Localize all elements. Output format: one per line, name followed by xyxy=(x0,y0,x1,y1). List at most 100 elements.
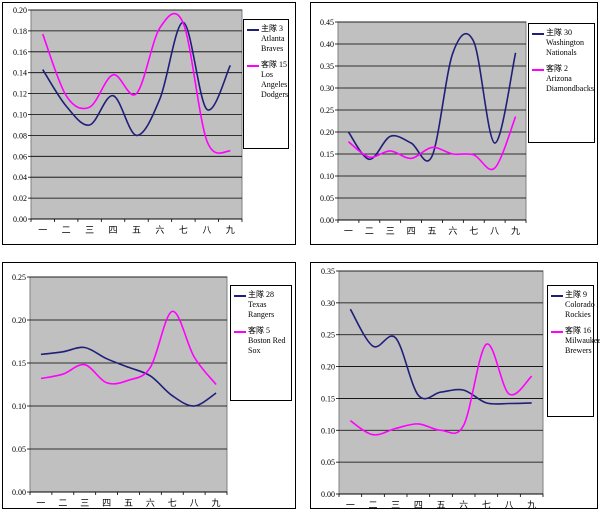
legend-item: 客隊 15 Los Angeles Dodgers xyxy=(247,60,289,100)
x-tick-label: 二 xyxy=(58,499,67,509)
plot-area xyxy=(337,21,527,221)
legend-swatch xyxy=(551,295,563,297)
y-tick-label: 0.10 xyxy=(321,426,335,435)
legend-4: 主隊 9 Colorado Rockies 客隊 16 Milwaukee Br… xyxy=(547,285,600,417)
y-tick-label: 0.02 xyxy=(13,194,27,203)
x-tick-label: 一 xyxy=(344,227,353,237)
y-tick-label: 0.16 xyxy=(13,48,27,57)
y-tick-label: 0.20 xyxy=(320,128,334,137)
y-tick-label: 0.18 xyxy=(13,27,27,36)
y-tick-label: 0.30 xyxy=(320,84,334,93)
y-tick-label: 0.10 xyxy=(12,402,26,411)
x-tick-label: 五 xyxy=(132,226,141,236)
x-tick-label: 五 xyxy=(436,501,445,510)
legend-label: 主隊 9 Colorado Rockies xyxy=(565,290,595,319)
y-tick-label: 0.08 xyxy=(13,131,27,140)
plot-area xyxy=(338,270,544,495)
x-tick-label: 二 xyxy=(62,226,71,236)
y-tick-label: 0.20 xyxy=(13,6,27,15)
series-line-1 xyxy=(42,21,232,137)
y-tick-label: 0.35 xyxy=(321,267,335,276)
x-tick-label: 三 xyxy=(80,499,89,509)
x-tick-label: 八 xyxy=(190,499,199,509)
x-tick-label: 七 xyxy=(482,500,491,510)
legend-label: 客隊 5 Boston Red Sox xyxy=(248,326,286,355)
legend-swatch xyxy=(234,295,246,297)
chart-panel-2: 0.00 0.05 0.10 0.15 0.20 0.25 0.30 0.35 0.40 0.45… xyxy=(310,2,598,245)
legend-label: 客隊 15 Los Angeles Dodgers xyxy=(261,60,289,99)
legend-swatch xyxy=(247,29,259,31)
legend-swatch xyxy=(551,331,563,333)
x-tick-label: 九 xyxy=(511,226,520,237)
y-tick-label: 0.40 xyxy=(320,40,334,49)
chart-panel-4: 0.00 0.05 0.10 0.15 0.20 0.25 0.30 0.35 一 二 三 四 五 六 七 八… xyxy=(310,262,600,510)
x-tick-label: 六 xyxy=(146,497,155,509)
legend-2: 主隊 30 Washington Nationals 客隊 2 Arizona … xyxy=(528,23,595,143)
chart-2: 0.00 0.05 0.10 0.15 0.20 0.25 0.30 0.35 0.40 0.45… xyxy=(320,18,527,237)
y-tick-label: 0.00 xyxy=(12,488,26,497)
x-tick-label: 九 xyxy=(212,498,221,509)
x-tick-label: 九 xyxy=(527,500,536,510)
y-tick-label: 0.15 xyxy=(321,394,335,403)
legend-1: 主隊 3 Atlanta Braves 客隊 15 Los Angeles Do… xyxy=(243,19,289,149)
x-tick-label: 四 xyxy=(414,501,423,510)
x-tick-label: 八 xyxy=(202,226,211,236)
series-line-1 xyxy=(347,32,517,162)
y-tick-label: 0.05 xyxy=(321,458,335,467)
x-tick-label: 一 xyxy=(346,501,355,510)
x-tick-label: 八 xyxy=(504,501,513,510)
y-tick-label: 0.00 xyxy=(13,215,27,224)
y-tick-label: 0.00 xyxy=(321,490,335,499)
legend-item: 客隊 16 Milwaukee Brewers xyxy=(551,326,600,356)
legend-item: 客隊 2 Arizona Diamondbacks xyxy=(532,64,594,94)
y-tick-label: 0.20 xyxy=(12,316,26,325)
x-tick-label: 六 xyxy=(448,225,457,237)
y-tick-label: 0.25 xyxy=(320,106,334,115)
x-tick-label: 六 xyxy=(459,499,468,510)
chart-3: 0.00 0.05 0.10 0.15 0.20 0.25 一 二 三 四 五 六 七 八 九 xyxy=(12,273,228,509)
legend-label: 客隊 16 Milwaukee Brewers xyxy=(565,326,600,355)
y-tick-label: 0.30 xyxy=(321,299,335,308)
y-tick-label: 0.15 xyxy=(320,150,334,159)
plot-area xyxy=(29,276,228,493)
series-line-2 xyxy=(349,343,533,436)
legend-swatch xyxy=(532,33,544,35)
x-tick-label: 二 xyxy=(368,501,377,510)
x-tick-label: 八 xyxy=(490,227,499,237)
legend-swatch xyxy=(234,331,246,333)
series-line-2 xyxy=(40,310,217,386)
x-tick-label: 五 xyxy=(427,227,436,237)
x-tick-label: 七 xyxy=(168,498,177,509)
y-tick-label: 0.20 xyxy=(321,363,335,372)
legend-label: 主隊 28 Texas Rangers xyxy=(248,290,275,319)
x-tick-label: 七 xyxy=(469,226,478,237)
legend-swatch xyxy=(247,65,259,67)
y-tick-label: 0.45 xyxy=(320,18,334,27)
chart-1: 0.00 0.02 0.04 0.06 0.08 0.10 0.12 0.14 0.16 0.18… xyxy=(13,6,243,236)
y-tick-label: 0.10 xyxy=(13,111,27,120)
y-tick-label: 0.04 xyxy=(13,173,27,182)
chart-panel-1: 0.00 0.02 0.04 0.06 0.08 0.10 0.12 0.14 0.16 0.18… xyxy=(2,2,296,245)
x-tick-label: 三 xyxy=(391,501,400,510)
x-tick-label: 七 xyxy=(179,225,188,236)
y-tick-label: 0.00 xyxy=(320,216,334,225)
legend-item: 主隊 3 Atlanta Braves xyxy=(247,24,285,54)
y-tick-label: 0.05 xyxy=(12,445,26,454)
x-tick-label: 三 xyxy=(386,227,395,237)
legend-label: 客隊 2 Arizona Diamondbacks xyxy=(546,64,594,93)
legend-item: 主隊 30 Washington Nationals xyxy=(532,28,591,58)
x-tick-label: 九 xyxy=(226,225,235,236)
x-tick-label: 一 xyxy=(38,226,47,236)
series-line-2 xyxy=(347,116,517,171)
x-tick-label: 一 xyxy=(36,499,45,509)
x-tick-label: 三 xyxy=(85,226,94,236)
legend-swatch xyxy=(532,69,544,71)
legend-label: 主隊 3 Atlanta Braves xyxy=(261,24,285,53)
y-tick-label: 0.25 xyxy=(12,273,26,282)
x-tick-label: 五 xyxy=(124,499,133,509)
chart-4: 0.00 0.05 0.10 0.15 0.20 0.25 0.30 0.35 一 二 三 四 五 六 七 八… xyxy=(321,267,544,510)
legend-3: 主隊 28 Texas Rangers 客隊 5 Boston Red Sox xyxy=(230,285,292,401)
y-tick-label: 0.12 xyxy=(13,90,27,99)
chart-panel-3: 0.00 0.05 0.10 0.15 0.20 0.25 一 二 三 四 五 六 七 八 九 主隊 28 … xyxy=(2,262,296,509)
y-tick-label: 0.05 xyxy=(320,194,334,203)
